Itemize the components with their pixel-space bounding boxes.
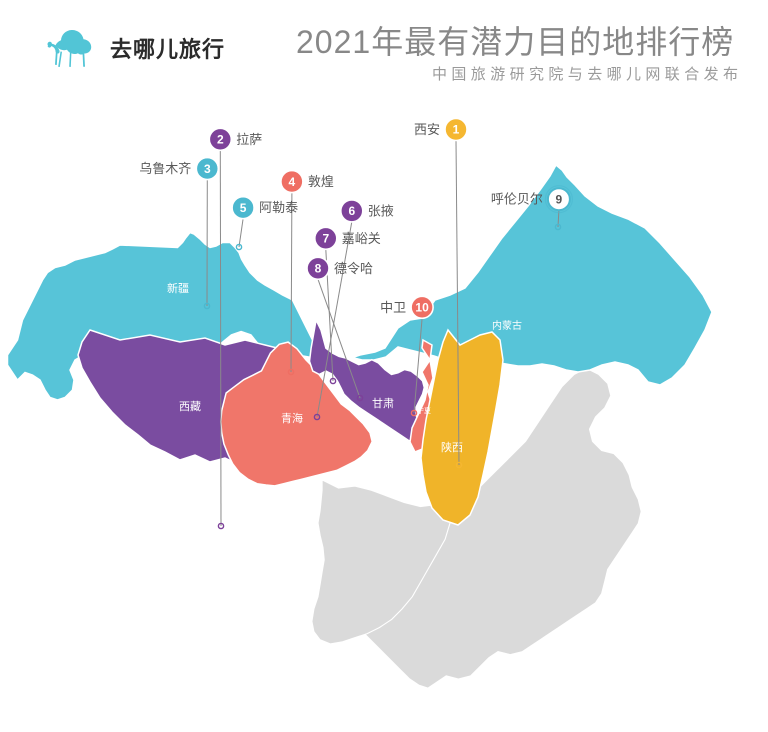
svg-text:3: 3 (204, 162, 211, 176)
svg-text:张掖: 张掖 (368, 203, 394, 218)
svg-text:德令哈: 德令哈 (334, 261, 373, 276)
svg-text:敦煌: 敦煌 (308, 174, 334, 189)
svg-text:甘肃: 甘肃 (372, 397, 394, 410)
svg-text:1: 1 (453, 123, 460, 137)
svg-text:内蒙古: 内蒙古 (492, 319, 522, 332)
svg-text:6: 6 (348, 204, 355, 218)
svg-text:拉萨: 拉萨 (236, 132, 262, 147)
svg-text:10: 10 (415, 301, 429, 315)
svg-text:嘉峪关: 嘉峪关 (342, 231, 381, 246)
svg-text:2: 2 (217, 133, 224, 147)
svg-text:5: 5 (240, 201, 247, 215)
svg-text:西藏: 西藏 (179, 400, 201, 413)
svg-text:西安: 西安 (414, 122, 440, 137)
svg-text:呼伦贝尔: 呼伦贝尔 (491, 192, 543, 207)
svg-text:中卫: 中卫 (380, 300, 406, 315)
svg-text:青海: 青海 (281, 411, 303, 425)
svg-text:新疆: 新疆 (167, 281, 189, 295)
svg-text:4: 4 (289, 175, 296, 189)
svg-text:宁夏: 宁夏 (417, 406, 431, 415)
svg-text:8: 8 (315, 262, 322, 276)
svg-text:7: 7 (322, 232, 329, 246)
svg-text:乌鲁木齐: 乌鲁木齐 (139, 161, 191, 176)
svg-text:陕西: 陕西 (441, 440, 463, 454)
svg-text:阿勒泰: 阿勒泰 (259, 200, 298, 215)
svg-text:9: 9 (556, 192, 563, 206)
